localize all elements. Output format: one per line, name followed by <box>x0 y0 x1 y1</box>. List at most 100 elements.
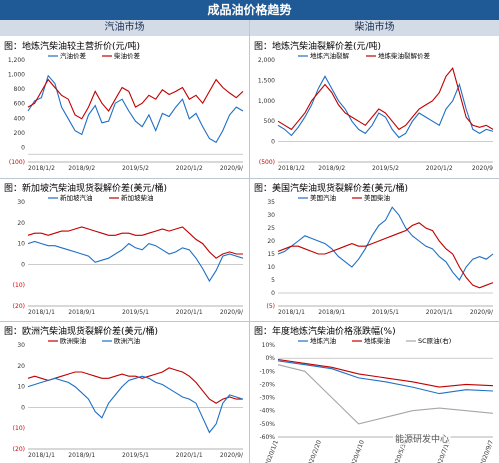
chart-5-ytick-label: 10 <box>17 384 25 391</box>
chart-1-ytick-label: 0 <box>21 144 25 151</box>
chart-2-legend-label-2: 地炼柴油裂解价差 <box>378 51 431 60</box>
chart-6-ytick-label: -30% <box>259 395 275 402</box>
chart-2-title: 图：地炼汽柴油裂解价差(元/吨) <box>254 40 381 52</box>
chart-3-ytick-label: 20 <box>17 220 25 227</box>
chart-4-title: 图：美国汽柴油现货裂解价差(美元/桶) <box>254 182 408 194</box>
chart-2-xtick-label: 2018/9/2 <box>318 165 345 172</box>
chart-4-ytick-label: 30 <box>267 212 275 219</box>
chart-5-ytick-label: 30 <box>17 342 25 349</box>
chart-5-ytick-label: (20) <box>13 446 25 453</box>
chart-3-ytick-label: 30 <box>17 199 25 206</box>
chart-4-xtick-label: 2018/1/1 <box>278 309 305 316</box>
chart-1-ytick-label: 400 <box>14 115 26 122</box>
chart-5-title: 图：欧洲汽柴油现货裂解价差(美元/桶) <box>4 325 158 337</box>
chart-4-legend-label-2: 美国柴油 <box>364 193 390 202</box>
chart-4-ytick-label: 20 <box>267 238 275 245</box>
chart-5-legend-label-2: 欧洲汽油 <box>114 336 140 345</box>
chart-2-ytick-label: 1,000 <box>258 98 275 105</box>
chart-4-legend-label-1: 美国汽油 <box>310 193 336 202</box>
chart-6-xtick-label: 2020/9/7 <box>479 439 495 463</box>
chart-2-ytick-label: 0 <box>271 139 275 146</box>
chart-1-ytick-label: 1,200 <box>8 57 25 64</box>
chart-2-ytick-label: 2,000 <box>258 57 275 64</box>
chart-1-xtick-label: 2020/1/2 <box>176 165 203 172</box>
chart-4-xtick-label: 2019/5/1 <box>372 309 399 316</box>
chart-2-xtick-label: 2019/5/2 <box>372 165 399 172</box>
chart-2-xtick-label: 2020/9 <box>472 165 493 172</box>
chart-2-xtick-label: 2020/1/2 <box>426 165 453 172</box>
chart-6-legend-label-2: 地炼柴油 <box>364 336 390 345</box>
chart-6-ytick-label: 0% <box>265 355 275 362</box>
chart-6-xtick-label: 2020/1/1 <box>264 439 280 463</box>
chart-4-ytick-label: 35 <box>267 199 275 206</box>
chart-4-ytick-label: 15 <box>267 251 275 258</box>
page-title: 成品油价格趋势 <box>0 0 499 20</box>
chart-4-xtick-label: 2018/9/1 <box>318 309 345 316</box>
chart-4-xtick-label: 2020/9/ <box>470 309 494 316</box>
chart-6-ytick-label: -60% <box>259 434 275 441</box>
chart-3-ytick-label: 10 <box>17 241 25 248</box>
section-gasoline-market: 汽油市场 <box>0 20 249 36</box>
chart-6-series-2-line <box>277 358 494 388</box>
chart-4-ytick-label: 10 <box>267 264 275 271</box>
chart-1-series-2-line <box>27 78 244 120</box>
chart-5-xtick-label: 2020/1/1 <box>176 452 203 459</box>
chart-5-xtick-label: 2020/9/ <box>220 452 244 459</box>
chart-1-xtick-label: 2020/9/ <box>220 165 244 172</box>
chart-1-title: 图：地炼汽柴油较主营折价(元/吨) <box>4 40 140 52</box>
chart-6-ytick-label: -10% <box>259 368 275 375</box>
chart-1-legend-label-1: 汽油价差 <box>60 51 87 60</box>
chart-3-ytick-label: (20) <box>13 303 25 310</box>
chart-1-ytick-label: 800 <box>14 86 26 93</box>
chart-1-legend-label-2: 柴油价差 <box>114 51 141 60</box>
chart-3-ytick-label: (10) <box>13 282 25 289</box>
chart-5-ytick-label: 20 <box>17 363 25 370</box>
chart-2-xtick-label: 2018/1/2 <box>278 165 305 172</box>
chart-3-series-1-line <box>27 240 244 283</box>
chart-5-ytick-label: (10) <box>13 425 25 432</box>
chart-3-xtick-label: 2019/5/1 <box>122 309 149 316</box>
chart-6-series-3-line <box>277 364 494 425</box>
watermark: 能源研发中心 <box>393 432 452 445</box>
chart-5-xtick-label: 2018/1/1 <box>28 452 55 459</box>
chart-3-title: 图：新加坡汽柴油现货裂解价差(美元/桶) <box>4 182 167 194</box>
chart-3-legend-label-1: 新加坡汽油 <box>60 193 93 202</box>
chart-1-ytick-label: 600 <box>14 101 26 108</box>
chart-4-ytick-label: 0 <box>271 290 275 297</box>
chart-3-xtick-label: 2018/9/1 <box>68 309 95 316</box>
chart-5-legend-label-1: 欧洲柴油 <box>60 336 86 345</box>
chart-3-xtick-label: 2020/9/ <box>220 309 244 316</box>
chart-2-series-1-line <box>277 75 494 139</box>
chart-6-ytick-label: -50% <box>259 421 275 428</box>
chart-3-ytick-label: 0 <box>21 261 25 268</box>
chart-2-series-2-line <box>277 67 494 131</box>
chart-1-series-1-line <box>27 74 244 144</box>
chart-2-ytick-label: (500) <box>259 159 275 166</box>
chart-5-xtick-label: 2018/9/1 <box>68 452 95 459</box>
chart-1-ytick-label: (100) <box>9 159 25 166</box>
chart-5-series-1-line <box>27 367 243 404</box>
chart-1-ytick-label: 200 <box>14 130 26 137</box>
chart-6-series-1-line <box>277 360 494 395</box>
chart-1-ytick-label: 1,000 <box>8 72 25 79</box>
chart-4-series-1-line <box>277 206 494 281</box>
chart-1-xtick-label: 2018/1/2 <box>28 165 55 172</box>
chart-6-ytick-label: 10% <box>262 342 276 349</box>
chart-6-xtick-label: 2020/4/10 <box>349 439 366 463</box>
chart-2-legend-label-1: 地炼汽油裂解 <box>310 51 350 60</box>
chart-3-series-2-line <box>27 226 243 259</box>
chart-6-ytick-label: -40% <box>259 408 275 415</box>
chart-2-ytick-label: 1,500 <box>258 77 275 84</box>
chart-4-ytick-label: (5) <box>267 303 276 310</box>
chart-6-title: 图：年度地炼汽柴油价格涨跌幅(%) <box>254 325 396 337</box>
chart-6-legend-label-3: SC原油(右) <box>418 336 451 345</box>
chart-3-legend-label-2: 新加坡柴油 <box>121 193 154 202</box>
chart-1-xtick-label: 2018/9/2 <box>68 165 95 172</box>
chart-6-legend-label-1: 地炼汽油 <box>310 336 336 345</box>
chart-6-ytick-label: -20% <box>259 381 275 388</box>
chart-4-ytick-label: 5 <box>271 277 275 284</box>
chart-3-xtick-label: 2020/1/1 <box>176 309 203 316</box>
chart-4-ytick-label: 25 <box>267 225 275 232</box>
chart-3-xtick-label: 2018/1/1 <box>28 309 55 316</box>
